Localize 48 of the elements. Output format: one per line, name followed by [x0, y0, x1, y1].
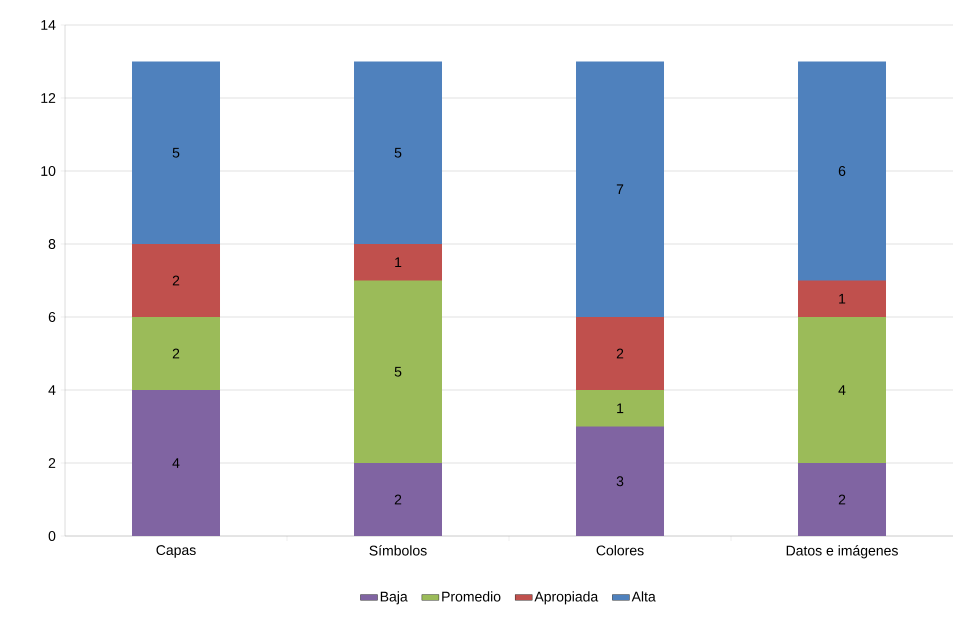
- y-tick-label: 8: [48, 239, 56, 249]
- data-label: 2: [838, 494, 846, 504]
- x-tick-label: Colores: [596, 545, 644, 556]
- bar: [576, 61, 664, 317]
- legend-label: Alta: [632, 591, 656, 602]
- bar: [132, 61, 220, 244]
- legend-label: Apropiada: [534, 591, 598, 604]
- data-label: 1: [617, 403, 624, 414]
- legend-label: Baja: [380, 591, 408, 604]
- y-tick-label: 4: [48, 385, 56, 395]
- bar: [354, 244, 442, 280]
- data-label: 2: [616, 348, 624, 358]
- bar: [132, 390, 220, 536]
- x-tick-label: Datos e imágenes: [786, 545, 898, 558]
- y-tick-label: 12: [41, 93, 56, 103]
- bar: [354, 463, 442, 536]
- data-label: 2: [394, 494, 402, 504]
- data-label: 3: [616, 476, 624, 486]
- bar: [354, 61, 442, 244]
- bar: [576, 390, 664, 426]
- x-tick-label: Símbolos: [369, 545, 427, 556]
- legend-label: Promedio: [442, 591, 500, 602]
- data-label: 5: [394, 148, 402, 158]
- bar: [798, 316, 886, 463]
- y-tick-label: 0: [48, 531, 56, 541]
- data-label: 1: [839, 294, 846, 304]
- bar: [798, 61, 886, 280]
- data-label: 5: [172, 148, 180, 158]
- data-label: 1: [395, 257, 402, 268]
- bar: [798, 463, 886, 536]
- data-label: 5: [394, 366, 402, 377]
- bar: [798, 280, 886, 317]
- data-label: 2: [172, 276, 180, 286]
- data-label: 6: [838, 166, 846, 176]
- bar: [132, 316, 220, 390]
- bar: [132, 244, 220, 317]
- bar: [576, 426, 664, 536]
- y-tick-label: 10: [41, 166, 56, 176]
- y-tick-label: 14: [41, 20, 56, 30]
- y-tick-label: 2: [48, 458, 56, 468]
- data-label: 7: [616, 184, 624, 194]
- data-label: 2: [172, 348, 180, 358]
- x-tick-label: Capas: [156, 545, 196, 558]
- bar: [576, 316, 664, 390]
- data-label: 4: [172, 458, 180, 468]
- bar: [354, 280, 442, 463]
- data-label: 4: [838, 385, 846, 395]
- y-tick-label: 6: [48, 312, 56, 322]
